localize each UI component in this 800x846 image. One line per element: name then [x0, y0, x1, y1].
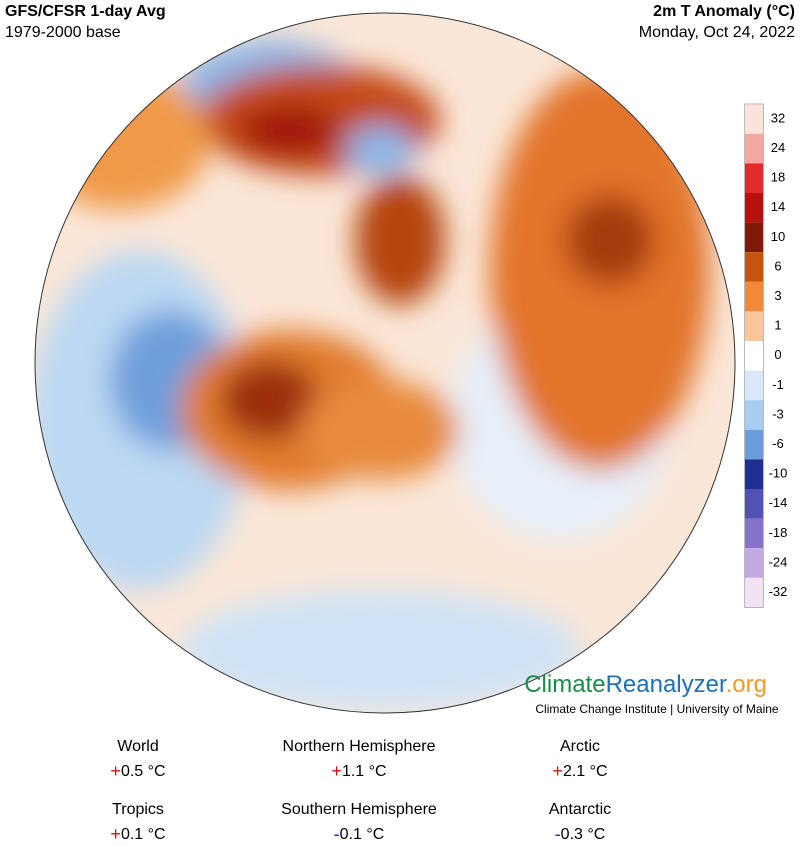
logo-part: Climate — [524, 671, 605, 698]
colorbar-swatch — [745, 163, 763, 193]
title: GFS/CFSR 1-day Avg — [5, 3, 166, 20]
stat-value: +0.1 °C — [110, 824, 165, 844]
variable: 2m T Anomaly (°C) — [653, 3, 795, 20]
stat-value: -0.3 °C — [555, 824, 606, 844]
stat-sign: - — [334, 824, 340, 844]
globe — [35, 13, 735, 713]
colorbar-swatch — [745, 429, 763, 460]
stat-value: -0.1 °C — [334, 824, 385, 844]
colorbar-swatch — [745, 548, 763, 578]
colorbar-label: -10 — [769, 466, 788, 481]
colorbar-label: -18 — [769, 525, 788, 540]
stat-label: Southern Hemisphere — [281, 801, 437, 818]
stat-sign: - — [555, 824, 561, 844]
colorbar-label: -24 — [769, 554, 788, 569]
stat-value: +0.5 °C — [110, 761, 165, 781]
colorbar-label: -32 — [769, 584, 788, 599]
colorbar-label: 14 — [771, 199, 785, 214]
stat-number: 2.1 °C — [563, 763, 608, 780]
stat-number: 1.1 °C — [342, 763, 387, 780]
stat-number: 0.1 °C — [340, 826, 385, 843]
stat-sign: + — [331, 761, 342, 781]
stat-label: Arctic — [560, 738, 600, 755]
stat-number: 0.3 °C — [561, 826, 606, 843]
credit: Climate Change Institute | University of… — [535, 702, 779, 716]
colorbar-swatch — [745, 489, 763, 519]
colorbar-label: 1 — [774, 318, 781, 333]
colorbar-label: 6 — [774, 258, 781, 273]
colorbar-swatch — [745, 133, 763, 164]
colorbar-label: 10 — [771, 229, 785, 244]
colorbar-label: 0 — [774, 347, 781, 362]
stat-sign: + — [110, 761, 121, 781]
colorbar-label: -3 — [772, 406, 784, 421]
stat-value: +1.1 °C — [331, 761, 386, 781]
colorbar-label: 32 — [771, 110, 785, 125]
stat-label: Tropics — [112, 801, 164, 818]
stat-label: Antarctic — [549, 801, 611, 818]
subtitle: 1979-2000 base — [5, 24, 121, 41]
colorbar-swatch — [745, 104, 763, 134]
logo: ClimateReanalyzer.org — [524, 671, 767, 698]
colorbar-swatch — [745, 577, 763, 608]
colorbar-swatch — [745, 193, 763, 223]
colorbar-swatch — [745, 281, 763, 312]
colorbar-swatch — [745, 459, 763, 489]
colorbar-label: -14 — [769, 495, 788, 510]
logo-part: Reanalyzer — [606, 671, 727, 698]
stat-label: World — [117, 738, 159, 755]
stat-label: Northern Hemisphere — [283, 738, 436, 755]
colorbar-label: 18 — [771, 170, 785, 185]
stat-sign: + — [110, 824, 121, 844]
stat-number: 0.1 °C — [121, 826, 166, 843]
colorbar-swatch — [745, 252, 763, 282]
logo-part: .org — [726, 671, 767, 698]
colorbar-swatch — [745, 370, 763, 401]
colorbar-label: 3 — [774, 288, 781, 303]
stat-value: +2.1 °C — [552, 761, 607, 781]
date: Monday, Oct 24, 2022 — [639, 24, 795, 41]
colorbar-swatch — [745, 311, 763, 341]
colorbar-label: -1 — [772, 377, 784, 392]
colorbar-swatch — [745, 341, 763, 371]
colorbar-swatch — [745, 400, 763, 430]
colorbar-label: -6 — [772, 436, 784, 451]
colorbar-label: 24 — [771, 140, 785, 155]
stat-sign: + — [552, 761, 563, 781]
stat-number: 0.5 °C — [121, 763, 166, 780]
stats: World +0.5 °C Northern Hemisphere +1.1 °C Ar… — [110, 738, 611, 844]
colorbar-swatch — [745, 222, 763, 253]
colorbar-swatch — [745, 518, 763, 549]
